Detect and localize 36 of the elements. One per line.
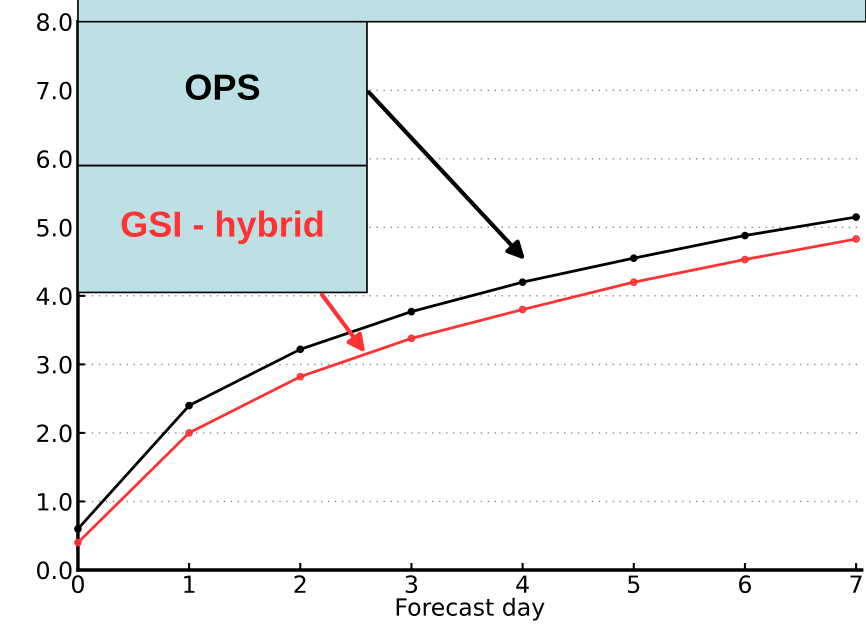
y-tick-label: 3.0 bbox=[37, 356, 72, 374]
x-tick-label: 1 bbox=[184, 576, 194, 593]
y-tick-label: 5.0 bbox=[37, 218, 72, 237]
point bbox=[185, 429, 193, 437]
point bbox=[518, 306, 526, 314]
y-tick-label: 0.0 bbox=[37, 561, 72, 580]
point bbox=[74, 525, 82, 533]
point bbox=[741, 256, 749, 264]
point bbox=[630, 278, 638, 286]
point bbox=[630, 254, 638, 262]
y-tick-label: 1.0 bbox=[38, 492, 72, 511]
y-tick-label: 6.0 bbox=[37, 150, 72, 168]
point bbox=[852, 235, 860, 243]
point bbox=[74, 538, 82, 546]
point bbox=[408, 334, 416, 342]
y-tick-label: 4.0 bbox=[36, 287, 72, 306]
point bbox=[852, 213, 860, 221]
x-tick-label: 5 bbox=[628, 576, 640, 594]
point bbox=[185, 402, 193, 410]
point bbox=[408, 308, 416, 316]
text: OPS bbox=[186, 74, 260, 100]
x-tick-label: 2 bbox=[294, 575, 306, 593]
x-axis-title: Forecast day bbox=[396, 598, 545, 621]
y-tick-label: 2.0 bbox=[37, 424, 72, 442]
y-tick-label: 8.0 bbox=[37, 13, 72, 32]
point bbox=[296, 345, 304, 354]
point bbox=[296, 372, 304, 381]
y-tick-label: 7.0 bbox=[37, 82, 72, 100]
x-tick-label: 3 bbox=[406, 575, 418, 594]
point bbox=[741, 232, 749, 240]
x-tick-label: 0 bbox=[72, 575, 84, 594]
x-tick-label: 4 bbox=[516, 576, 529, 593]
point bbox=[518, 278, 526, 286]
text: GSI - hybrid bbox=[122, 210, 322, 244]
x-tick-label: 7 bbox=[850, 576, 862, 593]
x-tick-label: 6 bbox=[739, 575, 751, 594]
